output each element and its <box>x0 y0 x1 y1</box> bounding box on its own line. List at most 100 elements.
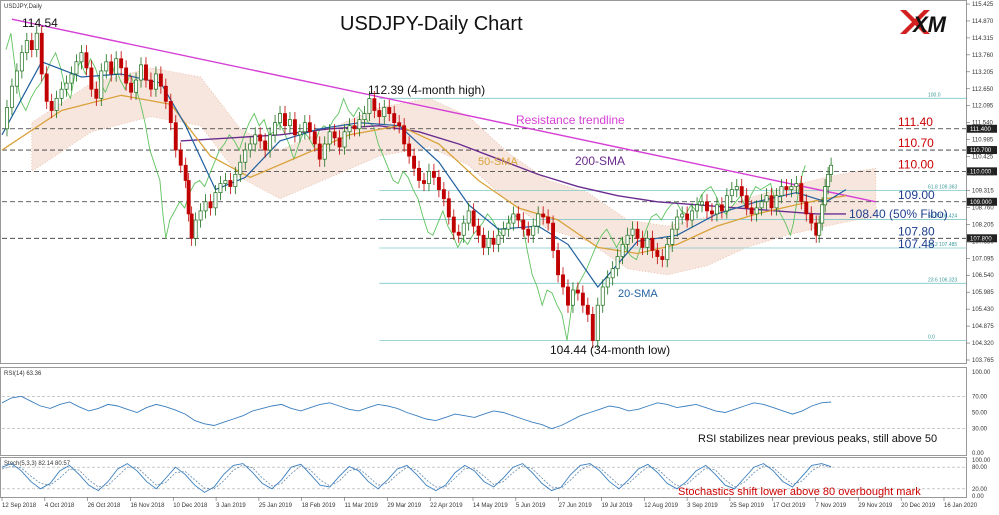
candle-body <box>84 52 89 69</box>
candle-body <box>104 61 109 72</box>
candle-body <box>268 134 273 151</box>
candle-body <box>292 119 297 136</box>
level-axis-box <box>967 167 997 176</box>
annotation-sma20: 20-SMA <box>618 288 658 300</box>
candle-body <box>427 171 431 184</box>
x-tick-label: 17 Oct 2019 <box>773 503 806 509</box>
candle-body <box>481 234 486 248</box>
annotation-low: 104.44 (34-month low) <box>550 343 670 357</box>
annotation-resistance: Resistance trendline <box>516 113 625 127</box>
candle-body <box>496 234 501 245</box>
x-axis: 12 Sep 2018 4 Oct 2018 26 Oct 2018 16 Nov 2… <box>1 497 978 509</box>
price-tick-label: 110.425 <box>972 155 994 161</box>
candle-body <box>556 250 560 276</box>
candle-body <box>685 213 690 221</box>
candle-body <box>54 97 59 111</box>
candle-body <box>620 244 625 257</box>
price-tick-label: 107.095 <box>972 256 994 262</box>
x-tick-label: 4 Oct 2018 <box>45 503 75 509</box>
candle-body <box>288 119 292 127</box>
candle-body <box>466 210 471 224</box>
candle-body <box>129 82 134 93</box>
candle-body <box>610 268 615 279</box>
candle-body <box>570 289 575 306</box>
rsi-tick-label: 70.00 <box>972 394 988 400</box>
candle-body <box>675 216 680 230</box>
candle-body <box>253 134 258 145</box>
candle-body <box>546 216 551 224</box>
stoch-tick-label: 20.00 <box>972 487 988 493</box>
level-label: 110.00 <box>898 157 934 171</box>
candle-body <box>446 198 451 218</box>
candle-body <box>64 82 69 90</box>
price-tick-label: 111.540 <box>972 121 993 127</box>
annotation-high: 114.54 <box>22 16 58 30</box>
level-label: 111.40 <box>898 115 933 129</box>
candle-body <box>362 113 367 120</box>
candle-body <box>99 70 104 99</box>
chikou-line <box>5 33 806 341</box>
candle-body <box>754 207 759 215</box>
ichimoku-cloud <box>31 67 877 276</box>
price-tick-label: 114.315 <box>972 36 994 42</box>
x-tick-label: 10 Dec 2018 <box>173 503 208 509</box>
candle-body <box>258 134 263 142</box>
candle-body <box>173 122 178 151</box>
price-axis: 115.425 114.870 114.315 113.760 113.205 112.6… <box>966 2 994 364</box>
candle-body <box>729 189 734 197</box>
level-axis-box <box>967 234 997 243</box>
candle-body <box>144 64 148 81</box>
candle-body <box>705 201 709 212</box>
candle-body <box>297 131 302 136</box>
x-tick-label: 29 Mar 2019 <box>387 503 421 509</box>
candle-body <box>779 186 784 197</box>
stoch-d-line <box>1 464 832 490</box>
candle-body <box>312 131 317 145</box>
candle-body <box>585 304 590 315</box>
candle-body <box>655 250 660 257</box>
x-tick-label: 16 Nov 2018 <box>130 503 165 509</box>
symbol-label: USDJPY,Daily <box>4 4 42 10</box>
candle-body <box>119 58 124 69</box>
candle-body <box>809 213 814 224</box>
candle-body <box>233 174 238 187</box>
candle-body <box>327 131 332 145</box>
candle-body <box>193 219 198 239</box>
candle-body <box>820 204 825 224</box>
candle-body <box>153 73 158 90</box>
price-tick-label: 115.425 <box>972 2 994 8</box>
level-axis-label: 110.700 <box>970 148 992 154</box>
candle-body <box>580 292 585 306</box>
candle-body <box>600 286 605 306</box>
x-tick-label: 18 Feb 2019 <box>302 503 336 509</box>
candle-body <box>352 125 357 130</box>
candle-body <box>700 201 704 206</box>
price-tick-label: 114.870 <box>972 19 994 25</box>
level-label: 109.00 <box>898 188 935 202</box>
price-tick-label: 113.760 <box>972 53 994 59</box>
rsi-tick-label: 50.00 <box>972 411 988 417</box>
x-tick-label: 11 Mar 2019 <box>345 503 379 509</box>
candle-body <box>680 213 685 218</box>
candle-body <box>218 183 223 193</box>
candle-body <box>531 225 536 236</box>
candle-body <box>536 213 541 227</box>
price-tick-label: 104.875 <box>972 324 994 330</box>
candle-body <box>342 131 347 148</box>
rsi-layer: 100.00 70.00 50.00 30.00 0.00 <box>1 370 991 457</box>
x-tick-label: 5 Jun 2019 <box>516 503 546 509</box>
candle-body <box>34 32 39 50</box>
candle-body <box>148 79 153 90</box>
x-tick-label: 27 Jun 2019 <box>559 503 593 509</box>
candle-body <box>203 201 208 212</box>
candle-body <box>377 110 382 117</box>
candle-body <box>198 210 203 221</box>
price-tick-label: 112.650 <box>972 87 994 93</box>
candle-body <box>228 180 233 187</box>
price-tick-label: 104.320 <box>972 341 994 347</box>
candle-body <box>186 180 191 215</box>
price-tick-label: 105.430 <box>972 307 994 313</box>
